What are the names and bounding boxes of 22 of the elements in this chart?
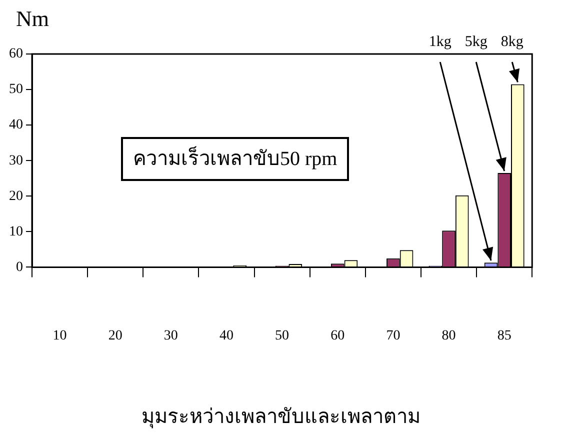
x-tick-label: 80 (442, 328, 456, 344)
y-tick-label: 10 (9, 224, 23, 240)
x-tick-label: 50 (275, 328, 290, 344)
text: 5kg (464, 34, 488, 50)
x-axis-title: มุมระหว่างเพลาขับและเพลาตาม (140, 405, 422, 430)
text: 1kg (428, 34, 452, 50)
y-tick-label: 20 (9, 188, 23, 204)
x-tick-label: 70 (386, 328, 400, 344)
x-tick-label: 60 (330, 328, 345, 344)
y-tick-label: 40 (9, 118, 23, 133)
x-tick-label: 85 (497, 328, 512, 344)
x-tick-label: 20 (108, 328, 122, 344)
annotation: ความเร็วเพลาขับ50 rpm (121, 137, 350, 181)
y-tick-label: 50 (9, 82, 23, 98)
x-tick-label: 10 (52, 328, 67, 344)
y-tick-label: 30 (9, 153, 23, 168)
y-tick-label: 0 (16, 260, 23, 275)
x-tick-label: 30 (164, 328, 178, 344)
text: 8kg (500, 34, 524, 50)
y-axis-title: Nm (16, 6, 49, 32)
x-tick-label: 40 (219, 328, 234, 344)
y-tick-label: 60 (9, 46, 23, 62)
